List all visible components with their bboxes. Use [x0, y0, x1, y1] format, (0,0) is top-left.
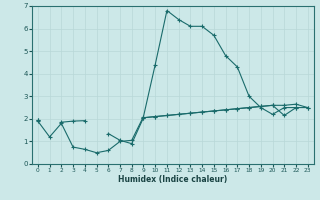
X-axis label: Humidex (Indice chaleur): Humidex (Indice chaleur)	[118, 175, 228, 184]
